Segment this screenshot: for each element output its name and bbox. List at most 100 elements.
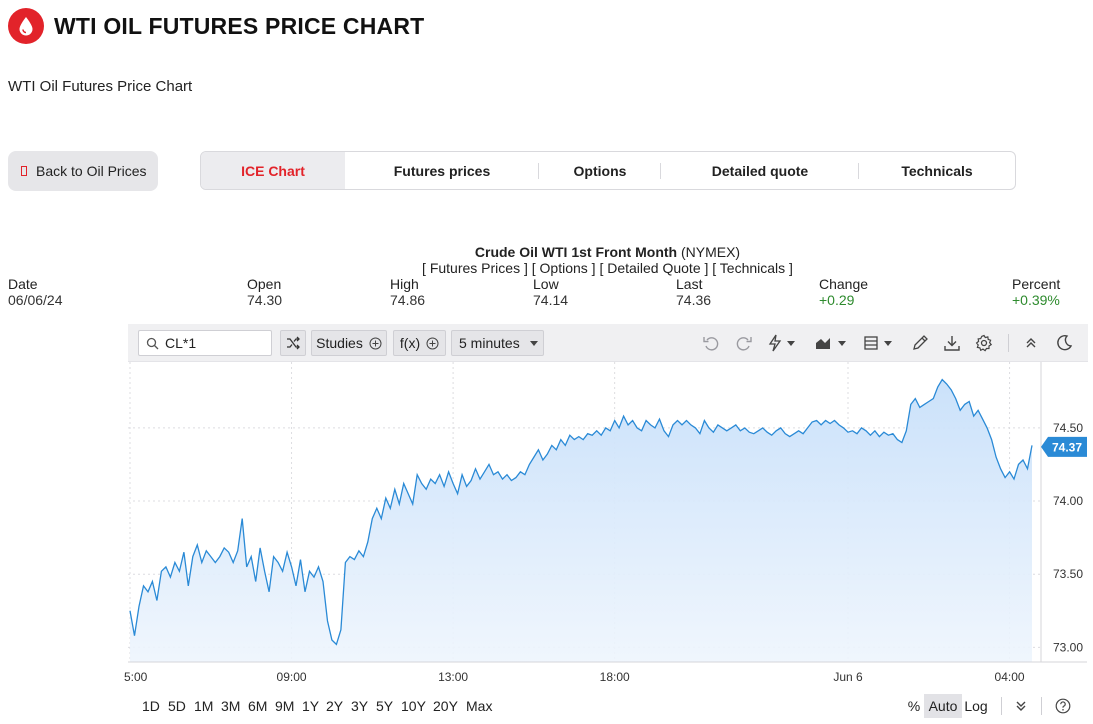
collapse-icon[interactable] <box>1023 333 1039 353</box>
tab-label: ICE Chart <box>241 162 305 179</box>
symbol-value: CL*1 <box>165 335 197 351</box>
function-button[interactable]: f(x) <box>393 330 446 356</box>
help-icon[interactable] <box>1054 694 1072 718</box>
y-tick-label: 74.50 <box>1053 421 1083 435</box>
studies-button[interactable]: Studies <box>311 330 387 356</box>
redo-icon[interactable] <box>735 333 753 353</box>
range-5d[interactable]: 5D <box>168 698 186 714</box>
instrument-title: Crude Oil WTI 1st Front Month (NYMEX) <box>0 244 1093 260</box>
range-5y[interactable]: 5Y <box>376 698 394 714</box>
range-1y[interactable]: 1Y <box>302 698 320 714</box>
layout-icon[interactable] <box>863 333 895 353</box>
shuffle-icon <box>287 336 300 350</box>
drawing-tools-icon[interactable] <box>767 333 797 353</box>
quote-links[interactable]: [ Futures Prices ] [ Options ] [ Detaile… <box>422 260 793 276</box>
stat-high: High 74.86 <box>390 276 425 308</box>
stat-value: 74.36 <box>676 292 712 308</box>
stat-value: 74.30 <box>247 292 283 308</box>
tab-divider <box>660 163 661 179</box>
chart-toolbar: CL*1 Studies f(x) 5 minutes <box>128 324 1088 362</box>
range-2y[interactable]: 2Y <box>326 698 344 714</box>
tab-options[interactable]: Options <box>539 152 661 189</box>
instrument-name: Crude Oil WTI 1st Front Month <box>474 244 678 260</box>
add-circle-icon <box>426 337 439 349</box>
undo-icon[interactable] <box>702 333 720 353</box>
page-subtitle: WTI Oil Futures Price Chart <box>8 78 193 95</box>
back-to-oil-prices-button[interactable]: Back to Oil Prices <box>8 151 158 191</box>
stat-label: Low <box>533 276 559 292</box>
range-3y[interactable]: 3Y <box>351 698 369 714</box>
back-icon <box>21 166 27 176</box>
interval-dropdown[interactable]: 5 minutes <box>451 330 544 356</box>
stat-label: High <box>390 276 419 292</box>
scale-percent[interactable]: % <box>907 698 921 714</box>
stat-label: Open <box>247 276 282 292</box>
tab-detailed-quote[interactable]: Detailed quote <box>661 152 859 189</box>
x-tick-label: Jun 6 <box>833 670 863 684</box>
stat-value: 74.86 <box>390 292 426 308</box>
price-area <box>130 379 1032 662</box>
toolbar-divider <box>1001 697 1002 715</box>
function-label: f(x) <box>399 335 421 351</box>
instrument-exchange: (NYMEX) <box>680 244 741 260</box>
y-tick-label: 74.00 <box>1053 494 1083 508</box>
stat-open: Open 74.30 <box>247 276 282 308</box>
tab-divider <box>538 163 539 179</box>
range-10y[interactable]: 10Y <box>401 698 426 714</box>
collapse-down-icon[interactable] <box>1012 694 1030 718</box>
range-1m[interactable]: 1M <box>194 698 214 714</box>
range-3m[interactable]: 3M <box>221 698 241 714</box>
range-6m[interactable]: 6M <box>248 698 268 714</box>
tab-futures-prices[interactable]: Futures prices <box>345 152 539 189</box>
last-price-label: 74.37 <box>1052 440 1082 454</box>
stat-value: +0.39% <box>1012 292 1060 308</box>
stat-last: Last 74.36 <box>676 276 711 308</box>
tab-technicals[interactable]: Technicals <box>859 152 1015 189</box>
x-tick-label: 09:00 <box>277 670 307 684</box>
tab-divider <box>858 163 859 179</box>
range-20y[interactable]: 20Y <box>433 698 458 714</box>
range-1d[interactable]: 1D <box>142 698 160 714</box>
download-icon[interactable] <box>943 333 961 353</box>
stat-label: Date <box>8 276 38 292</box>
y-tick-label: 73.00 <box>1053 640 1083 654</box>
symbol-search-input[interactable]: CL*1 <box>138 330 272 356</box>
stat-label: Change <box>819 276 869 292</box>
tab-label: Detailed quote <box>711 162 809 179</box>
search-icon <box>146 337 159 349</box>
stat-value: 74.14 <box>533 292 569 308</box>
x-tick-label: 18:00 <box>600 670 630 684</box>
last-price-tag <box>1041 436 1087 457</box>
scale-auto[interactable]: Auto <box>924 694 962 718</box>
x-tick-label: 13:00 <box>438 670 468 684</box>
y-tick-label: 73.50 <box>1053 567 1083 581</box>
back-button-label: Back to Oil Prices <box>36 163 147 179</box>
page-title: WTI OIL FUTURES PRICE CHART <box>54 12 425 39</box>
dark-mode-icon[interactable] <box>1055 333 1073 353</box>
oil-drop-icon <box>8 8 44 44</box>
stat-label: Percent <box>1012 276 1061 292</box>
stat-date: Date 06/06/24 <box>8 276 63 308</box>
range-max[interactable]: Max <box>466 698 493 714</box>
tab-label: Options <box>573 162 627 179</box>
tab-ice-chart[interactable]: ICE Chart <box>201 152 345 189</box>
pencil-icon[interactable] <box>911 333 929 353</box>
page-header: WTI OIL FUTURES PRICE CHART <box>8 8 424 44</box>
stat-value: 06/06/24 <box>8 292 63 308</box>
settings-icon[interactable] <box>975 333 993 353</box>
studies-label: Studies <box>316 335 363 351</box>
x-tick-label: 04:00 <box>995 670 1025 684</box>
range-bar: 1D 5D 1M 3M 6M 9M 1Y 2Y 3Y 5Y 10Y 20Y Ma… <box>128 690 1088 722</box>
stat-label: Last <box>676 276 703 292</box>
stat-value: +0.29 <box>819 292 855 308</box>
interval-label: 5 minutes <box>459 335 520 351</box>
scale-log[interactable]: Log <box>964 698 988 714</box>
chevron-down-icon <box>529 340 538 346</box>
toolbar-divider <box>1008 334 1009 352</box>
chart-type-icon[interactable] <box>814 333 848 353</box>
range-9m[interactable]: 9M <box>275 698 295 714</box>
tab-label: Technicals <box>901 162 973 179</box>
compare-button[interactable] <box>280 330 306 356</box>
tab-label: Futures prices <box>393 162 491 179</box>
